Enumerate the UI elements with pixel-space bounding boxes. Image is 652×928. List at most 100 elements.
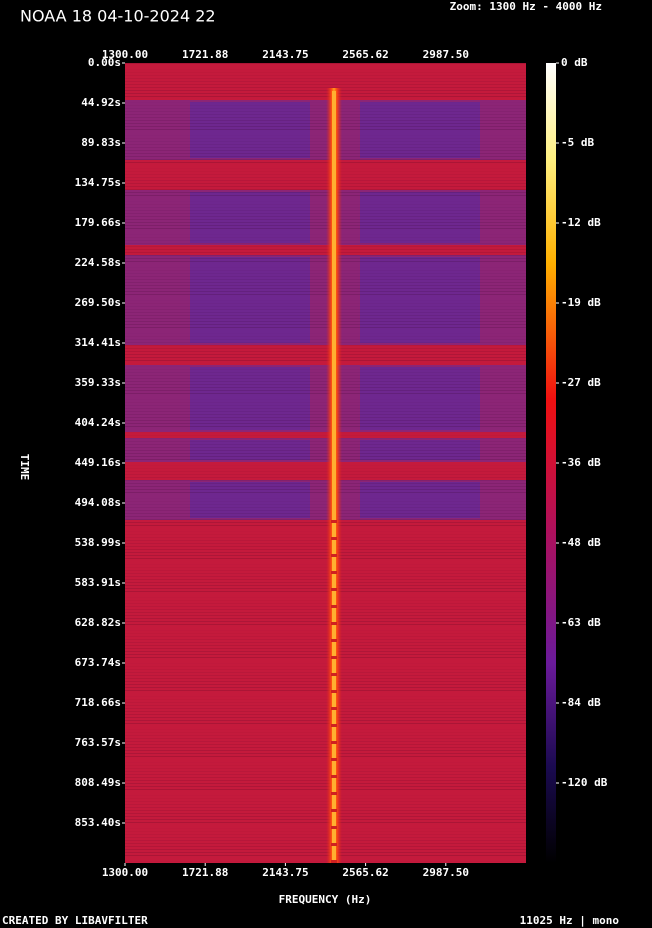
stripe: [125, 606, 526, 607]
stripe: [125, 447, 526, 448]
signal-break: [331, 656, 337, 659]
stripe: [125, 417, 526, 418]
stripe: [125, 645, 526, 646]
y-axis-label: TIME: [18, 454, 31, 481]
signal-break: [331, 690, 337, 693]
stripe: [125, 552, 526, 553]
stripe: [125, 483, 526, 484]
signal-break: [331, 843, 337, 846]
signal-break: [331, 537, 337, 540]
stripe: [125, 555, 526, 556]
stripe: [125, 765, 526, 766]
stripe: [125, 84, 526, 85]
stripe: [125, 699, 526, 700]
stripe: [125, 168, 526, 169]
y-tick-label: 314.41s: [75, 336, 121, 349]
stripe: [125, 705, 526, 706]
stripe: [125, 336, 526, 337]
stripe: [125, 210, 526, 211]
y-tick-label: 538.99s: [75, 536, 121, 549]
stripe: [125, 111, 526, 112]
stripe: [125, 729, 526, 730]
stripe: [125, 126, 526, 127]
purple-band: [190, 440, 310, 460]
stripe: [125, 789, 526, 790]
stripe: [125, 348, 526, 349]
colorbar-tick-label: -5 dB: [561, 136, 594, 149]
stripe: [125, 63, 526, 64]
stripe: [125, 342, 526, 343]
stripe: [125, 180, 526, 181]
stripe: [125, 570, 526, 571]
stripe: [125, 780, 526, 781]
stripe: [125, 480, 526, 481]
y-tick-label: 134.75s: [75, 176, 121, 189]
stripe: [125, 639, 526, 640]
stripe: [125, 801, 526, 802]
stripe: [125, 450, 526, 451]
stripe: [125, 735, 526, 736]
stripe: [125, 96, 526, 97]
stripe: [125, 315, 526, 316]
stripe: [125, 501, 526, 502]
stripe: [125, 321, 526, 322]
stripe: [125, 771, 526, 772]
x-tick-label-bottom: 2143.75: [262, 866, 308, 879]
y-tick-label: 494.08s: [75, 496, 121, 509]
signal-break: [331, 520, 337, 523]
stripe: [125, 414, 526, 415]
stripe: [125, 423, 526, 424]
signal-break: [331, 571, 337, 574]
stripe: [125, 813, 526, 814]
stripe: [125, 612, 526, 613]
stripe: [125, 279, 526, 280]
stripe: [125, 648, 526, 649]
subtitle: Zoom: 1300 Hz - 4000 Hz: [450, 0, 602, 13]
stripe: [125, 357, 526, 358]
purple-band: [360, 192, 480, 243]
stripe: [125, 216, 526, 217]
stripe: [125, 327, 526, 328]
stripe: [125, 75, 526, 76]
stripe: [125, 597, 526, 598]
x-tick-label-bottom: 1300.00: [102, 866, 148, 879]
stripe: [125, 225, 526, 226]
stripe: [125, 420, 526, 421]
stripe: [125, 750, 526, 751]
spectrogram: [125, 63, 526, 863]
footer-left: CREATED BY LIBAVFILTER: [2, 914, 148, 927]
stripe: [125, 246, 526, 247]
stripe: [125, 135, 526, 136]
stripe: [125, 402, 526, 403]
purple-band: [190, 257, 310, 343]
purple-band: [360, 367, 480, 430]
stripe: [125, 768, 526, 769]
stripe: [125, 291, 526, 292]
stripe: [125, 477, 526, 478]
stripe: [125, 465, 526, 466]
stripe: [125, 255, 526, 256]
stripe: [125, 276, 526, 277]
y-tick-label: 179.66s: [75, 216, 121, 229]
stripe: [125, 807, 526, 808]
y-tick-label: 583.91s: [75, 576, 121, 589]
stripe: [125, 360, 526, 361]
stripe: [125, 333, 526, 334]
stripe: [125, 669, 526, 670]
stripe: [125, 624, 526, 625]
stripe: [125, 600, 526, 601]
purple-band: [360, 257, 480, 343]
stripe: [125, 636, 526, 637]
stripe: [125, 831, 526, 832]
colorbar-tick-label: -12 dB: [561, 216, 601, 229]
stripe: [125, 201, 526, 202]
y-tick-label: 808.49s: [75, 776, 121, 789]
stripe: [125, 579, 526, 580]
stripe: [125, 432, 526, 433]
stripe: [125, 828, 526, 829]
stripe: [125, 258, 526, 259]
stripe: [125, 378, 526, 379]
stripe: [125, 861, 526, 862]
stripe: [125, 393, 526, 394]
